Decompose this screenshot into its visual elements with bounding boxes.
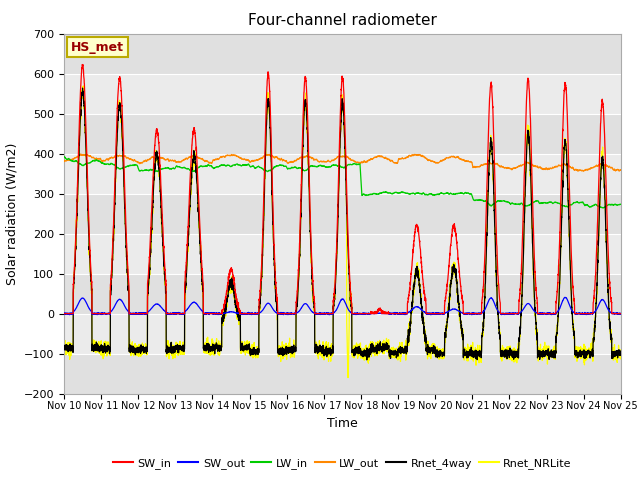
SW_out	[160, 308, 168, 313]
Bar	[64, 354, 621, 394]
Rnet_4way	[60, 347, 68, 352]
Rnet_NRLite	[344, 375, 352, 381]
Line: Rnet_4way: Rnet_4way	[64, 88, 621, 360]
Rnet_NRLite	[436, 349, 444, 355]
LW_out	[499, 164, 507, 169]
Rnet_NRLite	[60, 349, 68, 355]
LW_in	[160, 166, 168, 171]
SW_out	[616, 311, 624, 316]
Rnet_NRLite	[468, 352, 476, 358]
Line: SW_in: SW_in	[64, 64, 621, 313]
LW_in	[499, 198, 506, 204]
LW_in	[616, 202, 624, 207]
Bar	[64, 234, 621, 274]
Rnet_NRLite	[617, 356, 625, 362]
SW_in	[467, 311, 475, 316]
Legend: SW_in, SW_out, LW_in, LW_out, Rnet_4way, Rnet_NRLite: SW_in, SW_out, LW_in, LW_out, Rnet_4way,…	[109, 453, 576, 473]
Rnet_NRLite	[161, 263, 168, 268]
SW_in	[436, 311, 444, 316]
Rnet_NRLite	[79, 83, 87, 89]
SW_in	[617, 311, 625, 316]
SW_out	[467, 311, 475, 317]
Rnet_4way	[616, 352, 624, 358]
Bar	[64, 114, 621, 154]
Bar	[64, 274, 621, 313]
Line: Rnet_NRLite: Rnet_NRLite	[64, 86, 621, 378]
SW_out	[499, 311, 507, 316]
LW_out	[617, 167, 625, 173]
SW_in	[60, 311, 68, 316]
LW_out	[322, 159, 330, 165]
Rnet_NRLite	[499, 353, 507, 359]
Bar	[64, 73, 621, 114]
Text: HS_met: HS_met	[71, 40, 124, 54]
Rnet_4way	[499, 351, 507, 357]
Bar	[64, 154, 621, 193]
Rnet_NRLite	[616, 351, 624, 357]
Rnet_4way	[436, 351, 444, 357]
LW_out	[467, 159, 475, 165]
LW_in	[322, 164, 330, 170]
SW_out	[60, 311, 68, 316]
Rnet_NRLite	[322, 345, 330, 350]
Rnet_4way	[79, 85, 86, 91]
SW_in	[616, 311, 624, 316]
LW_out	[161, 156, 168, 162]
Line: SW_out: SW_out	[64, 297, 621, 315]
LW_out	[616, 167, 624, 173]
SW_out	[427, 312, 435, 318]
LW_out	[580, 168, 588, 174]
LW_in	[436, 191, 444, 196]
LW_out	[60, 158, 68, 164]
LW_in	[617, 202, 625, 207]
Bar	[64, 313, 621, 354]
X-axis label: Time: Time	[327, 417, 358, 430]
LW_out	[436, 158, 444, 164]
Bar	[64, 34, 621, 73]
SW_in	[322, 311, 330, 316]
SW_in	[499, 311, 507, 316]
LW_out	[77, 151, 84, 157]
Rnet_4way	[322, 346, 330, 352]
Rnet_4way	[161, 260, 168, 265]
LW_in	[60, 154, 68, 159]
Title: Four-channel radiometer: Four-channel radiometer	[248, 13, 437, 28]
Bar	[64, 193, 621, 234]
Rnet_4way	[363, 357, 371, 363]
Line: LW_out: LW_out	[64, 154, 621, 171]
SW_out	[436, 311, 444, 317]
SW_out	[322, 311, 330, 317]
Y-axis label: Solar radiation (W/m2): Solar radiation (W/m2)	[5, 143, 18, 285]
LW_in	[599, 205, 607, 211]
LW_in	[467, 191, 475, 197]
SW_out	[561, 294, 569, 300]
SW_in	[79, 61, 86, 67]
Line: LW_in: LW_in	[64, 156, 621, 208]
Rnet_4way	[617, 351, 625, 357]
SW_out	[617, 311, 625, 317]
Rnet_4way	[468, 349, 476, 355]
SW_in	[161, 252, 168, 257]
